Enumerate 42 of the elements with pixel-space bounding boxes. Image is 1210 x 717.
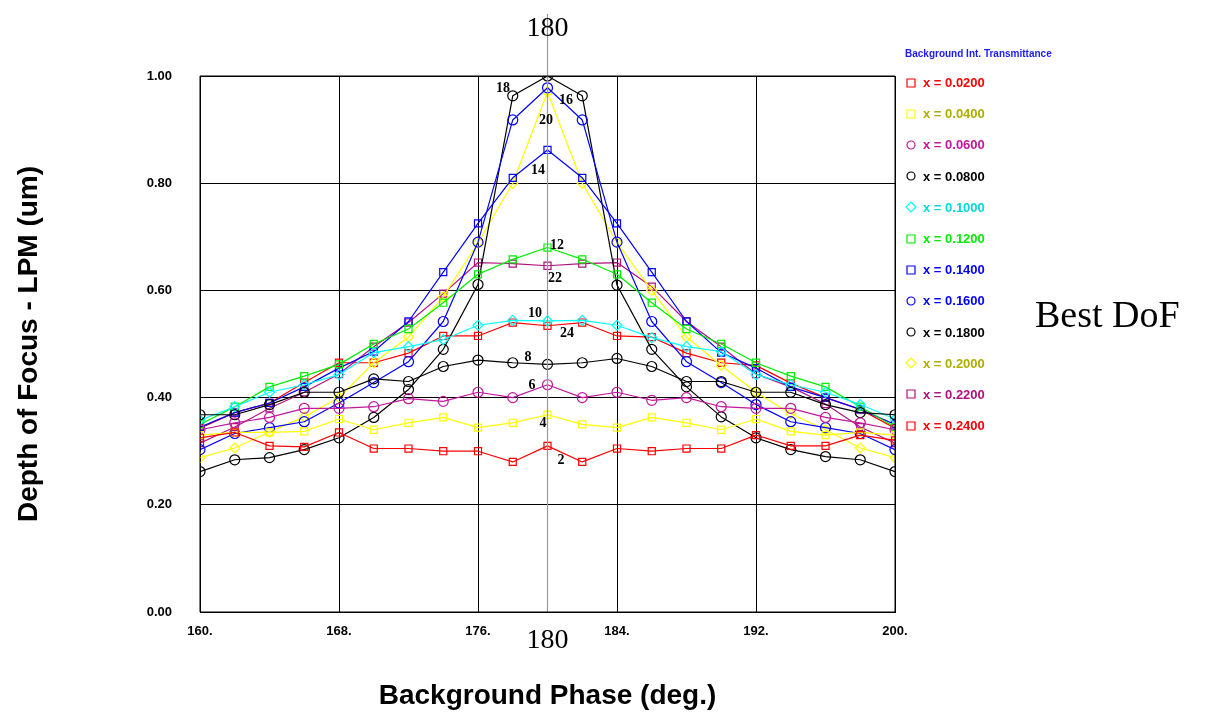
annotation: 4 <box>538 415 548 430</box>
legend-label: x = 0.0400 <box>923 106 985 122</box>
annotation: 2 <box>556 452 566 467</box>
legend-label: x = 0.0200 <box>923 75 985 91</box>
x-tick-label: 184. <box>604 623 630 639</box>
legend-label: x = 0.2200 <box>923 386 985 402</box>
annotation: 6 <box>527 377 537 392</box>
y-tick-label: 0.40 <box>146 389 172 405</box>
legend-label: x = 0.2000 <box>923 355 985 371</box>
annotation: 8 <box>523 349 533 364</box>
legend-label: x = 0.0600 <box>923 137 985 153</box>
x-tick-label: 160. <box>187 623 213 639</box>
legend-label: x = 0.1400 <box>923 262 985 278</box>
annotation: 20 <box>538 112 554 127</box>
x-axis-title: Background Phase (deg.) <box>378 678 717 710</box>
annotation: 16 <box>558 92 574 107</box>
legend-label: x = 0.1000 <box>923 199 985 215</box>
y-axis-title: Depth of Focus - LPM (um) <box>11 165 43 523</box>
annotation: 14 <box>530 162 546 177</box>
annotation: 12 <box>549 237 565 252</box>
annotation: 24 <box>559 325 575 340</box>
y-tick-label: 0.20 <box>146 496 172 512</box>
text: Best DoF <box>1035 292 1180 336</box>
x-tick-label: 192. <box>743 623 769 639</box>
y-tick-label: 0.80 <box>146 174 172 190</box>
y-tick-label: 0.60 <box>146 281 172 297</box>
x-tick-label: 168. <box>326 623 352 639</box>
annotation: 18 <box>495 80 511 95</box>
legend-title: Background Int. Transmittance <box>905 48 1052 59</box>
ref-line-label: 180 <box>526 11 569 42</box>
x-tick-label: 200. <box>882 623 908 639</box>
y-tick-label: 1.00 <box>146 67 172 83</box>
legend-label: x = 0.0800 <box>923 168 985 184</box>
legend-label: x = 0.2400 <box>923 418 985 434</box>
text: 180 <box>526 623 569 654</box>
y-tick-label: 0.00 <box>146 603 172 619</box>
annotation: 22 <box>547 270 563 285</box>
annotation: 10 <box>527 305 543 320</box>
legend-label: x = 0.1200 <box>923 231 985 247</box>
x-tick-label: 176. <box>465 623 491 639</box>
legend-label: x = 0.1600 <box>923 293 985 309</box>
legend-label: x = 0.1800 <box>923 324 985 340</box>
